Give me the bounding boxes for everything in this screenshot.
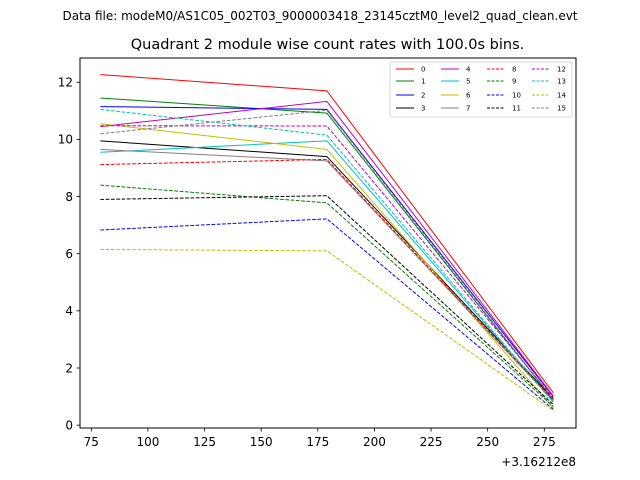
y-tick-label: 0 (65, 418, 73, 432)
series-line-15 (100, 109, 554, 400)
legend-label-11: 11 (512, 105, 521, 113)
x-tick-label: 200 (363, 435, 386, 449)
x-axis-offset-label: +3.16212e8 (501, 455, 576, 469)
y-tick-label: 2 (65, 361, 73, 375)
x-tick-label: 75 (84, 435, 99, 449)
legend-label-10: 10 (512, 92, 521, 100)
y-tick-label: 4 (65, 304, 73, 318)
legend-label-14: 14 (557, 92, 566, 100)
data-file-suptitle: Data file: modeM0/AS1C05_002T03_90000034… (62, 9, 577, 23)
series-line-9 (100, 184, 554, 407)
x-tick-label: 150 (250, 435, 273, 449)
legend-frame (389, 61, 573, 118)
legend-label-3: 3 (421, 105, 425, 113)
legend-label-12: 12 (557, 66, 566, 74)
x-tick-label: 125 (193, 435, 216, 449)
series-line-5 (100, 140, 554, 403)
x-tick-label: 250 (476, 435, 499, 449)
y-tick-label: 10 (58, 133, 73, 147)
legend-label-6: 6 (466, 92, 471, 100)
plot-area (100, 74, 554, 412)
legend-label-8: 8 (512, 66, 516, 74)
series-line-2 (100, 106, 554, 397)
series-line-3 (100, 140, 554, 400)
series-line-14 (100, 248, 554, 412)
x-tick-label: 100 (136, 435, 159, 449)
series-line-8 (100, 158, 554, 401)
legend-label-15: 15 (557, 105, 566, 113)
y-tick-label: 6 (65, 247, 73, 261)
legend-label-5: 5 (466, 78, 470, 86)
y-tick-label: 8 (65, 190, 73, 204)
legend-label-4: 4 (466, 66, 471, 74)
series-line-1 (100, 97, 554, 401)
series-line-11 (100, 195, 554, 405)
x-tick-label: 225 (420, 435, 443, 449)
series-line-6 (100, 123, 554, 409)
chart-title: Quadrant 2 module wise count rates with … (131, 37, 525, 53)
series-line-0 (100, 74, 554, 394)
legend-label-0: 0 (421, 66, 425, 74)
legend-label-9: 9 (512, 78, 516, 86)
legend-label-2: 2 (421, 92, 425, 100)
axes-frame (79, 57, 577, 429)
series-line-7 (100, 148, 554, 402)
legend-label-7: 7 (466, 105, 470, 113)
legend-label-13: 13 (557, 78, 566, 86)
x-tick-label: 275 (533, 435, 556, 449)
series-line-13 (100, 108, 554, 403)
y-tick-label: 12 (58, 76, 73, 90)
series-line-10 (100, 218, 554, 410)
legend-label-1: 1 (421, 78, 425, 86)
x-tick-label: 175 (306, 435, 329, 449)
